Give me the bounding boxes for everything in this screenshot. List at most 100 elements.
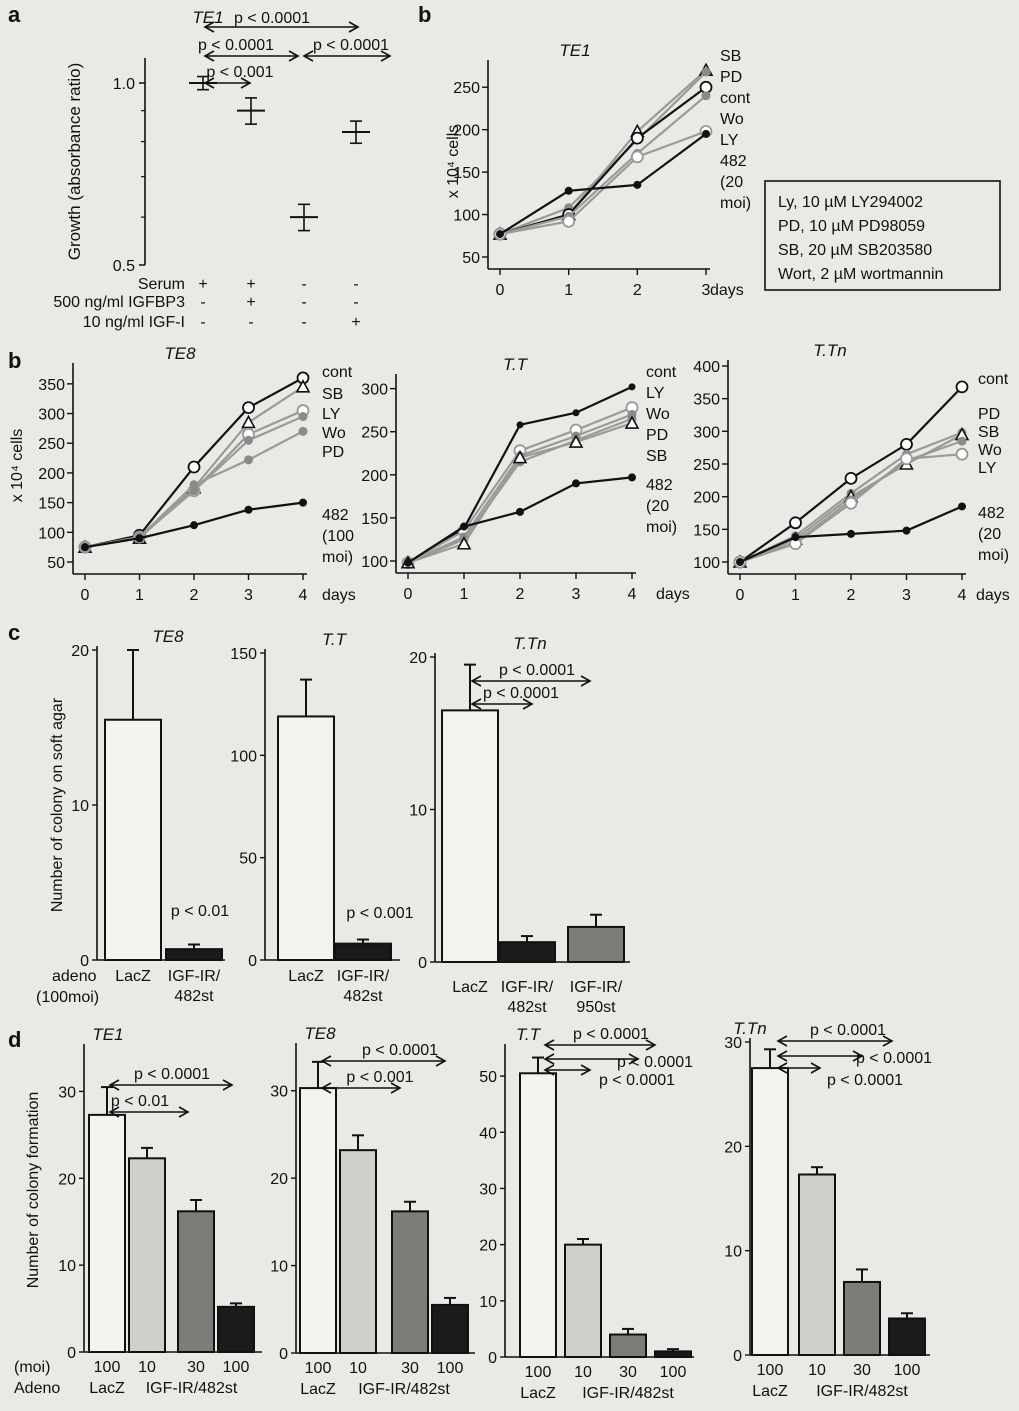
y-tick-label: 0: [733, 1348, 742, 1365]
data-point: [628, 383, 636, 391]
series-label: (20: [978, 526, 1001, 543]
y-axis-label: Growth (absorbance ratio): [65, 63, 84, 260]
x-axis-label: days: [656, 586, 690, 603]
category-label: 10: [808, 1362, 826, 1379]
condition-sign: -: [353, 294, 358, 311]
arrow-head: [776, 1062, 788, 1074]
y-tick-label: 20: [58, 1171, 76, 1188]
bar: [798, 1173, 836, 1356]
data-point: [844, 496, 858, 510]
bar: [339, 1149, 377, 1355]
data-point: [298, 412, 308, 422]
category-label: 30: [853, 1362, 871, 1379]
arrow-head: [522, 698, 534, 710]
data-point: [81, 543, 89, 552]
y-tick-label: 20: [71, 643, 89, 660]
data-point: [564, 186, 573, 195]
group-label: LacZ: [752, 1383, 788, 1400]
arrow-head: [435, 1055, 447, 1067]
series-label: 482: [646, 477, 673, 494]
x-tick-label: 3: [902, 587, 911, 604]
series-label: 482: [720, 153, 747, 170]
data-point: [298, 426, 308, 436]
arrow-head: [302, 50, 314, 62]
chart-title: TE1: [92, 1025, 123, 1044]
p-value-arrow: [108, 1106, 190, 1118]
y-axis-label: Number of colony formation: [25, 1092, 42, 1289]
y-tick-label: 20: [270, 1171, 288, 1188]
series-label: PD: [322, 444, 344, 461]
p-value-arrow: [470, 675, 592, 687]
y-tick-label: 50: [47, 555, 65, 572]
p-value-arrow: [108, 1079, 234, 1091]
group-label: IGF-IR/482st: [582, 1385, 674, 1402]
y-tick-label: 0: [67, 1345, 76, 1362]
row-label: adeno: [52, 968, 97, 985]
category-label: IGF-IR/: [570, 979, 623, 996]
x-tick-label: 4: [628, 586, 637, 603]
y-tick-label: 40: [479, 1125, 497, 1142]
data-point: [902, 526, 911, 535]
series-label: PD: [720, 69, 742, 86]
category-label: IGF-IR/: [501, 979, 554, 996]
x-axis-label: days: [710, 282, 744, 299]
y-tick-label: 30: [270, 1084, 288, 1101]
category-label: 482st: [343, 988, 383, 1005]
p-value-arrow: [543, 1064, 592, 1076]
p-value: p < 0.001: [346, 1069, 413, 1086]
legend-entry: PD, 10 µM PD98059: [778, 218, 925, 235]
arrow-head: [810, 1062, 822, 1074]
y-tick-label: 0: [80, 953, 89, 970]
series-line: [499, 94, 707, 236]
category-label: 100: [305, 1360, 332, 1377]
y-tick-label: 10: [58, 1258, 76, 1275]
series-label: moi): [720, 195, 751, 212]
series-label: cont: [720, 90, 751, 107]
data-point: [702, 129, 710, 138]
p-value: p < 0.0001: [483, 685, 559, 702]
x-tick-label: 1: [564, 282, 573, 299]
arrow-head: [240, 77, 252, 89]
condition-label: 500 ng/ml IGFBP3: [53, 294, 185, 311]
data-point: [847, 529, 855, 538]
arrow-head: [776, 1035, 788, 1047]
y-axis-label: Number of colony on soft agar: [49, 697, 66, 912]
category-label: LacZ: [452, 979, 488, 996]
y-tick-label: 150: [693, 522, 720, 539]
condition-label: 10 ng/ml IGF-I: [83, 314, 185, 331]
category-label: 10: [349, 1360, 367, 1377]
chart-title: T.T: [322, 630, 348, 649]
bar: [498, 941, 556, 963]
data-point: [242, 401, 255, 415]
data-point: [701, 67, 711, 77]
arrow-head: [882, 1035, 894, 1047]
data-point: [699, 80, 713, 94]
legend-entry: Wort, 2 µM wortmannin: [778, 266, 943, 283]
p-value-arrow: [776, 1035, 894, 1047]
series-label: cont: [978, 371, 1009, 388]
p-value: p < 0.0001: [599, 1072, 675, 1089]
chart-title: T.Tn: [813, 341, 846, 360]
series-label: cont: [322, 364, 353, 381]
condition-sign: -: [200, 294, 205, 311]
arrow-head: [776, 1050, 788, 1062]
series-label: LY: [978, 460, 997, 477]
series-label: 482: [978, 505, 1005, 522]
data-point: [512, 449, 528, 464]
category-label: 30: [401, 1360, 419, 1377]
chart-title: TE8: [152, 627, 184, 646]
y-tick-label: 30: [724, 1035, 742, 1052]
data-point: [189, 480, 199, 490]
data-point: [701, 91, 711, 101]
category-label: 100: [437, 1360, 464, 1377]
y-axis-label: x 10⁴ cells: [9, 429, 26, 503]
y-tick-label: 100: [693, 555, 720, 572]
category-label: 100: [660, 1364, 687, 1381]
condition-label: Serum: [138, 276, 185, 293]
data-point: [456, 536, 472, 550]
series-label: Wo: [978, 442, 1002, 459]
series-label: (20: [720, 174, 743, 191]
series-label: moi): [322, 549, 353, 566]
bar: [277, 715, 335, 961]
p-value: p < 0.0001: [313, 37, 389, 54]
